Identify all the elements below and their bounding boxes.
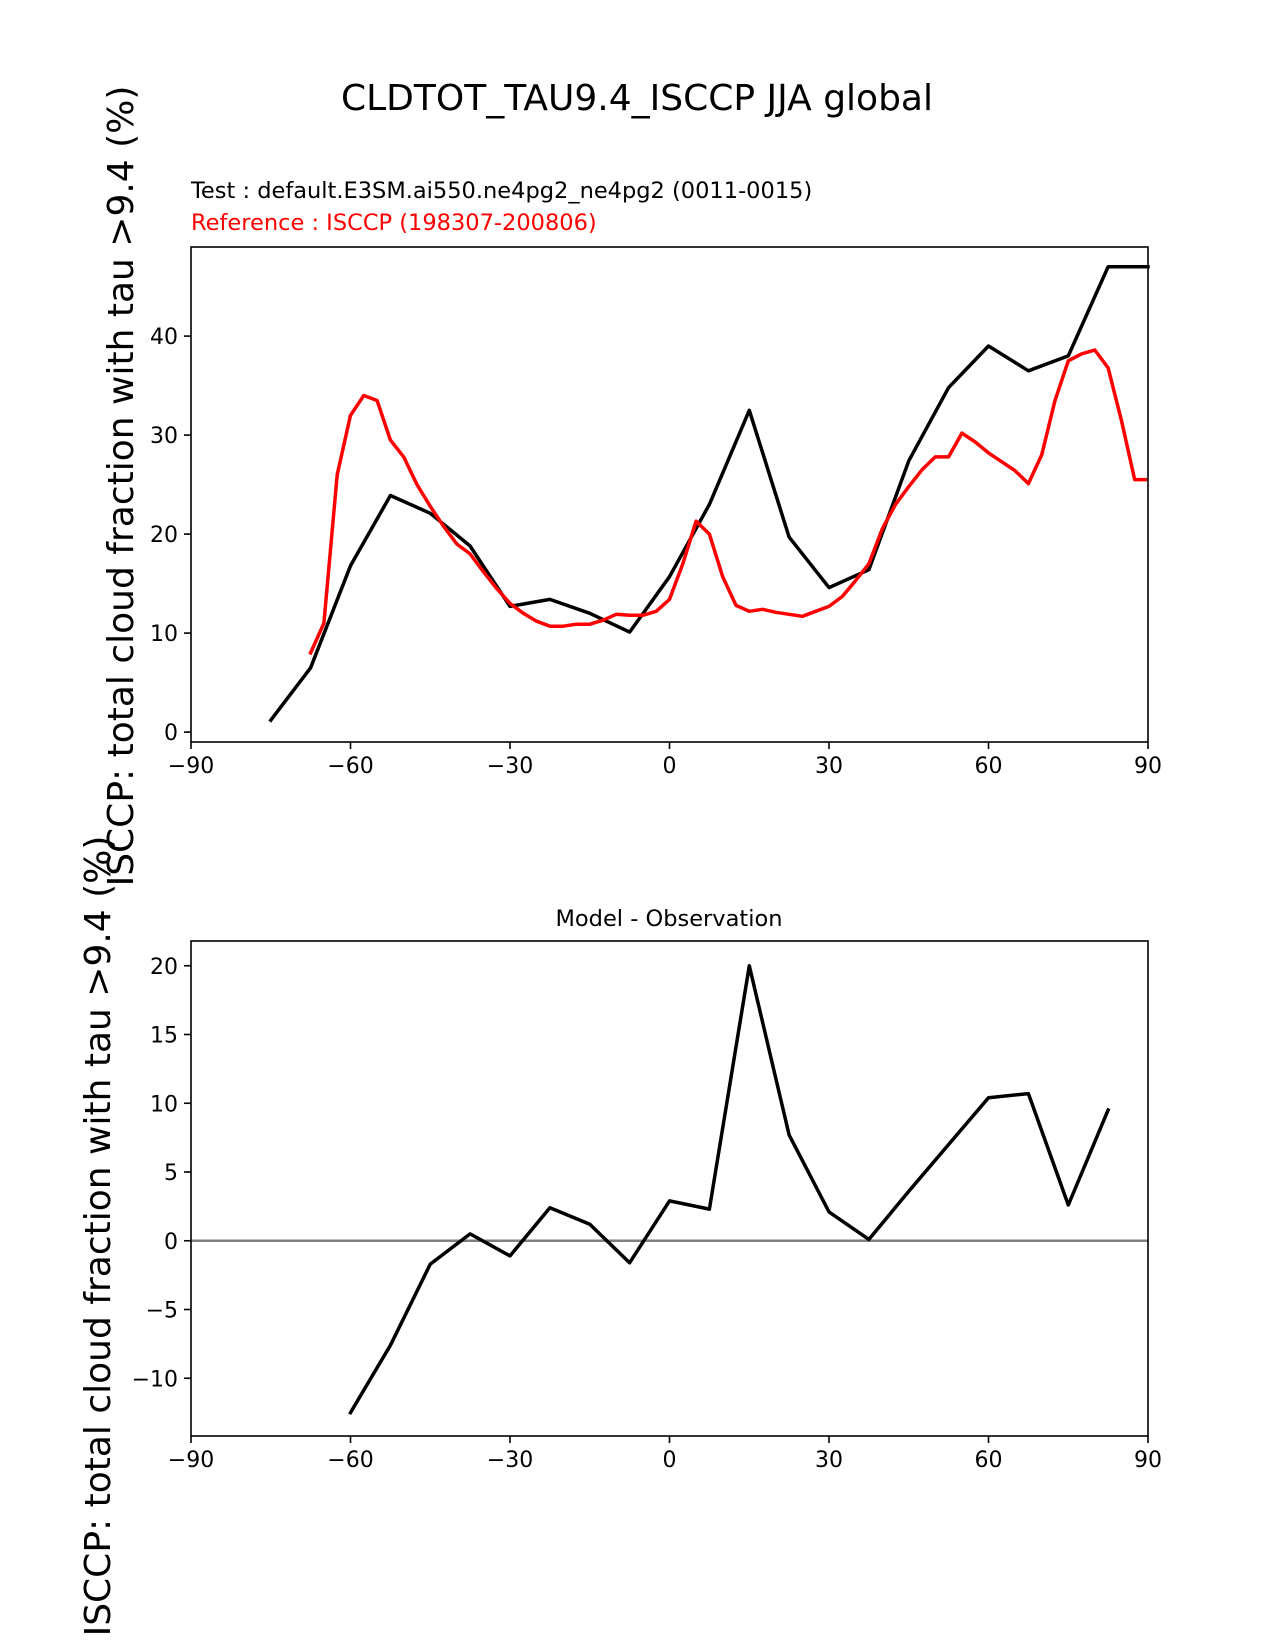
top-y-tick-label: 40 (150, 325, 178, 350)
top-x-tick-label: −90 (168, 754, 214, 779)
bottom-y-axis-label: ISCCP: total cloud fraction with tau >9.… (78, 836, 119, 1637)
bottom-x-tick-label: −90 (168, 1448, 214, 1473)
bottom-difference-series-line (348, 964, 1111, 1415)
top-test-series-line (268, 265, 1150, 723)
bottom-x-tick-label: 30 (815, 1448, 843, 1473)
bottom-x-tick-label: −60 (327, 1448, 373, 1473)
bottom-y-tick-label: −10 (132, 1367, 178, 1392)
top-x-tick-label: 0 (663, 754, 677, 779)
top-x-tick-label: 60 (975, 754, 1003, 779)
top-x-tick-label: 90 (1134, 754, 1162, 779)
bottom-y-tick-label: 20 (150, 955, 178, 980)
top-y-tick-label: 20 (150, 523, 178, 548)
difference-line-chart: −90 −60 −30 0 30 60 90 −10 −5 0 5 10 15 20 (132, 940, 1162, 1473)
bottom-y-tick-label: 10 (150, 1092, 178, 1117)
top-x-tick-label: −60 (327, 754, 373, 779)
top-reference-series-line (308, 348, 1148, 656)
bottom-y-tick-label: 0 (164, 1230, 178, 1255)
bottom-x-tick-label: −30 (487, 1448, 533, 1473)
bottom-y-tick-label: 15 (150, 1024, 178, 1049)
top-y-tick-label: 0 (164, 721, 178, 746)
top-line-chart: −90 −60 −30 0 30 60 90 0 10 20 30 40 (150, 246, 1162, 779)
top-y-tick-label: 10 (150, 622, 178, 647)
bottom-y-tick-label: −5 (146, 1299, 178, 1324)
test-label: Test : default.E3SM.ai550.ne4pg2_ne4pg2 … (190, 178, 812, 204)
bottom-plot-frame (190, 940, 1149, 1437)
top-y-axis-label: ISCCP: total cloud fraction with tau >9.… (101, 86, 142, 887)
bottom-x-tick-label: 0 (663, 1448, 677, 1473)
bottom-y-tick-label: 5 (164, 1161, 178, 1186)
bottom-subplot-title: Model - Observation (556, 906, 783, 932)
bottom-x-tick-label: 90 (1134, 1448, 1162, 1473)
top-x-tick-label: 30 (815, 754, 843, 779)
top-x-tick-label: −30 (487, 754, 533, 779)
bottom-x-tick-label: 60 (975, 1448, 1003, 1473)
figure-title: CLDTOT_TAU9.4_ISCCP JJA global (341, 78, 933, 119)
reference-label: Reference : ISCCP (198307-200806) (191, 210, 597, 236)
top-y-tick-label: 30 (150, 424, 178, 449)
